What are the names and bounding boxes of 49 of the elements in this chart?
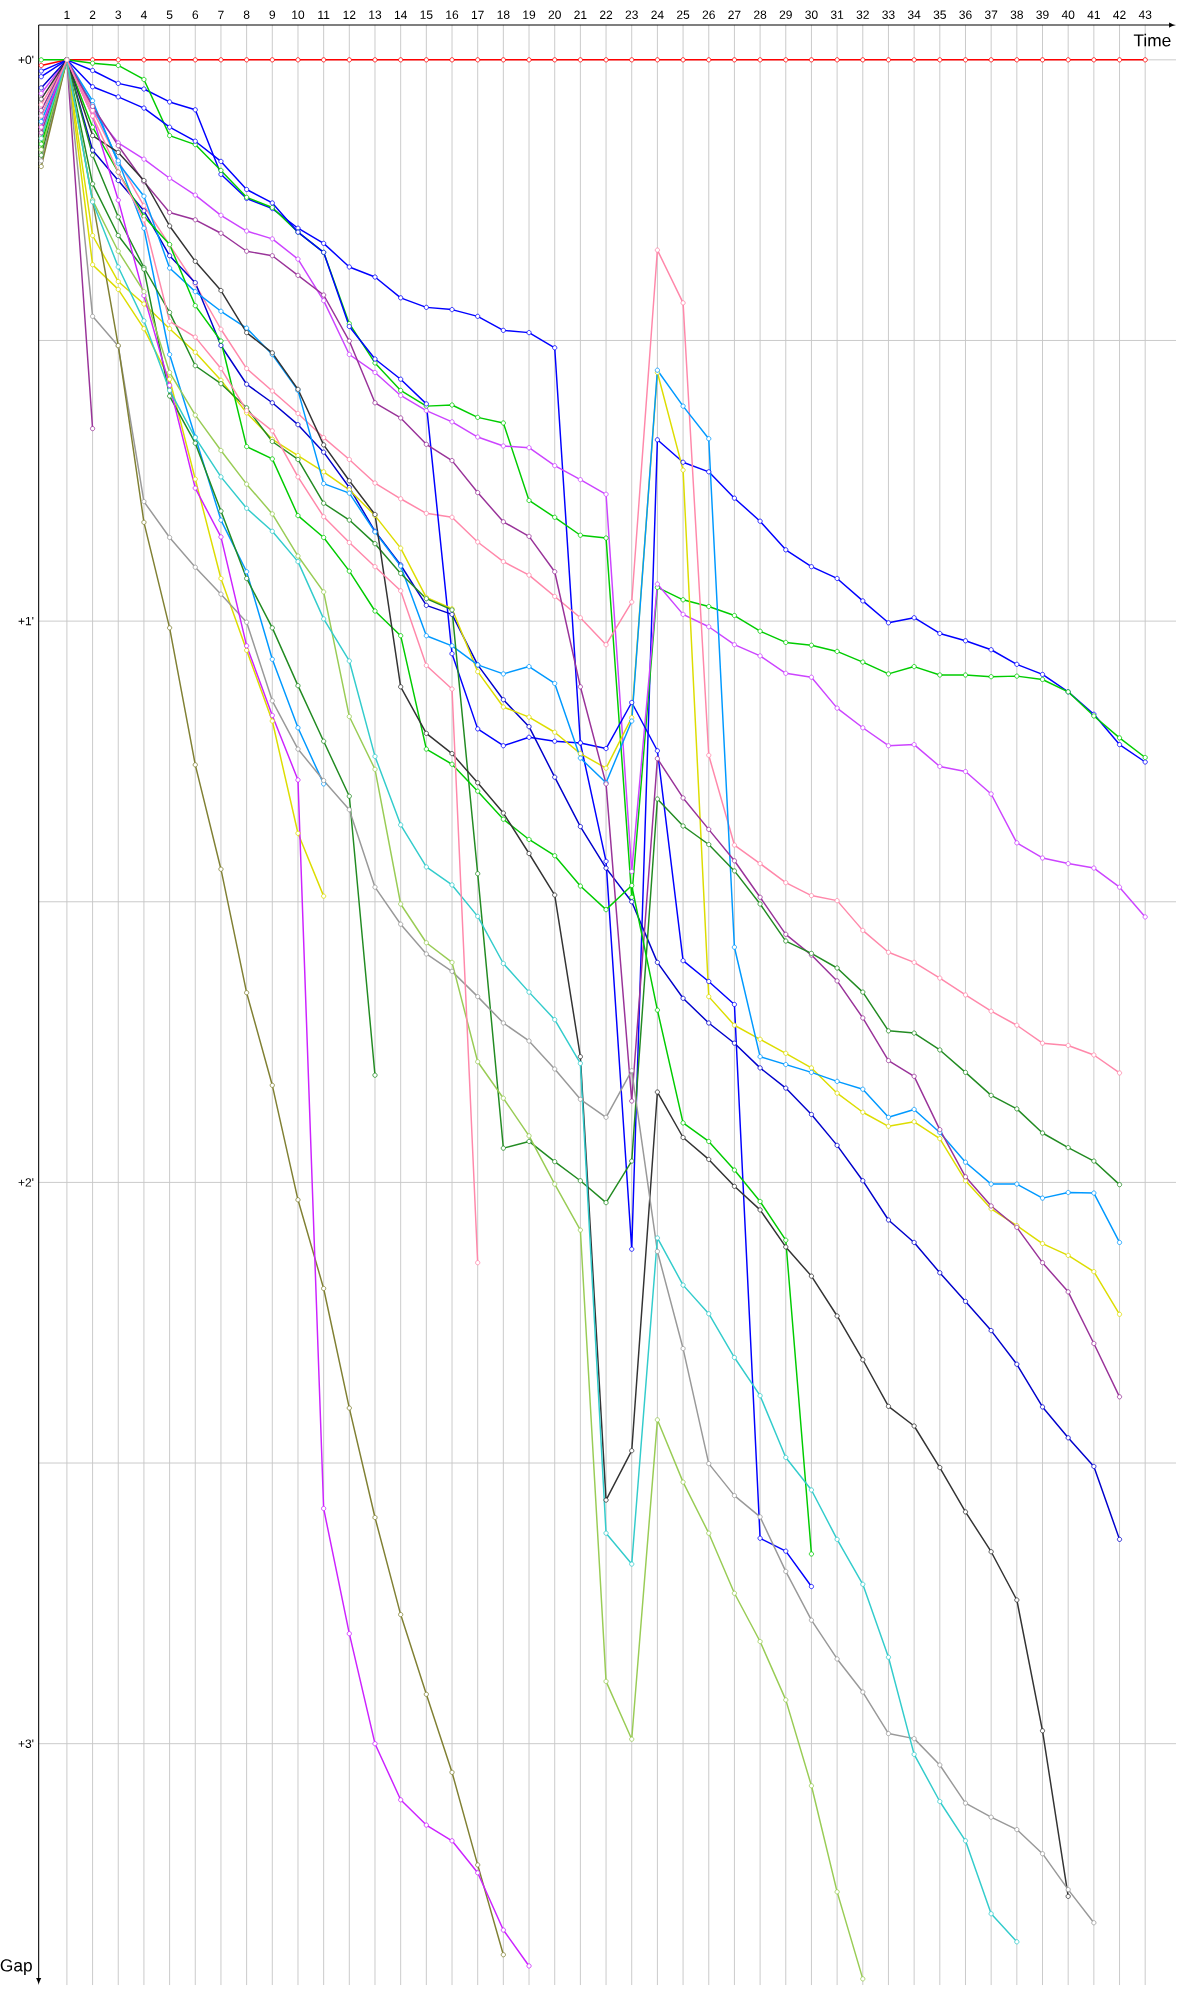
y-tick-label: +3'	[18, 1739, 34, 1748]
x-tick-label: 29	[779, 10, 792, 19]
y-tick-label: +0'	[18, 55, 34, 65]
x-tick-label: 34	[907, 10, 921, 19]
x-tick-label: 21	[574, 10, 587, 19]
x-tick-label: 36	[959, 10, 972, 19]
x-tick-label: 2	[89, 10, 96, 19]
x-tick-label: 13	[369, 10, 382, 19]
x-tick-label: 22	[599, 10, 613, 19]
y-tick-label: +1'	[18, 616, 34, 626]
y-tick-label: +2'	[18, 1178, 34, 1187]
y-axis-title: Gap	[0, 1959, 32, 1975]
x-tick-label: 31	[830, 10, 844, 19]
x-tick-label: 30	[805, 10, 818, 19]
x-tick-label: 26	[702, 10, 715, 19]
x-tick-label: 43	[1138, 10, 1152, 19]
x-tick-label: 28	[754, 10, 767, 19]
x-tick-label: 4	[140, 10, 147, 19]
x-tick-label: 25	[677, 10, 690, 19]
x-tick-label: 38	[1010, 10, 1023, 19]
x-tick-label: 16	[446, 10, 459, 19]
x-tick-label: 7	[218, 10, 224, 19]
x-tick-label: 6	[192, 10, 199, 19]
x-tick-label: 5	[166, 10, 173, 19]
x-tick-label: 42	[1113, 10, 1126, 19]
x-tick-label: 40	[1061, 10, 1075, 19]
x-tick-label: 3	[115, 10, 122, 19]
x-tick-label: 11	[318, 10, 330, 19]
x-tick-label: 35	[933, 10, 946, 19]
x-tick-label: 1	[64, 10, 70, 19]
x-tick-label: 19	[523, 10, 536, 19]
x-tick-label: 17	[471, 10, 484, 19]
x-tick-label: 14	[394, 10, 407, 19]
x-tick-label: 10	[292, 10, 305, 19]
x-tick-label: 9	[269, 10, 276, 19]
x-tick-label: 41	[1087, 10, 1100, 19]
x-tick-label: 27	[728, 10, 741, 19]
x-tick-label: 20	[548, 10, 561, 19]
x-tick-label: 33	[882, 10, 895, 19]
x-tick-label: 15	[420, 10, 433, 19]
x-tick-label: 8	[243, 10, 250, 19]
x-tick-label: 39	[1036, 10, 1049, 19]
x-tick-label: 18	[497, 10, 510, 19]
x-tick-label: 24	[651, 10, 664, 19]
x-tick-label: 32	[856, 10, 869, 19]
x-tick-label: 12	[343, 10, 356, 19]
x-tick-label: 23	[625, 10, 638, 19]
x-tick-label: 37	[984, 10, 998, 19]
x-axis-title: Time	[1133, 33, 1171, 47]
